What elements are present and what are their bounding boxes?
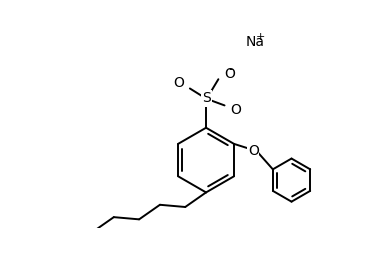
Text: O: O xyxy=(230,103,241,117)
Text: Na: Na xyxy=(245,35,264,48)
Text: O: O xyxy=(248,144,259,158)
Text: O: O xyxy=(174,76,184,90)
Text: +: + xyxy=(256,32,265,42)
Text: -: - xyxy=(228,63,233,76)
Text: O: O xyxy=(224,67,235,81)
Text: S: S xyxy=(202,91,210,105)
